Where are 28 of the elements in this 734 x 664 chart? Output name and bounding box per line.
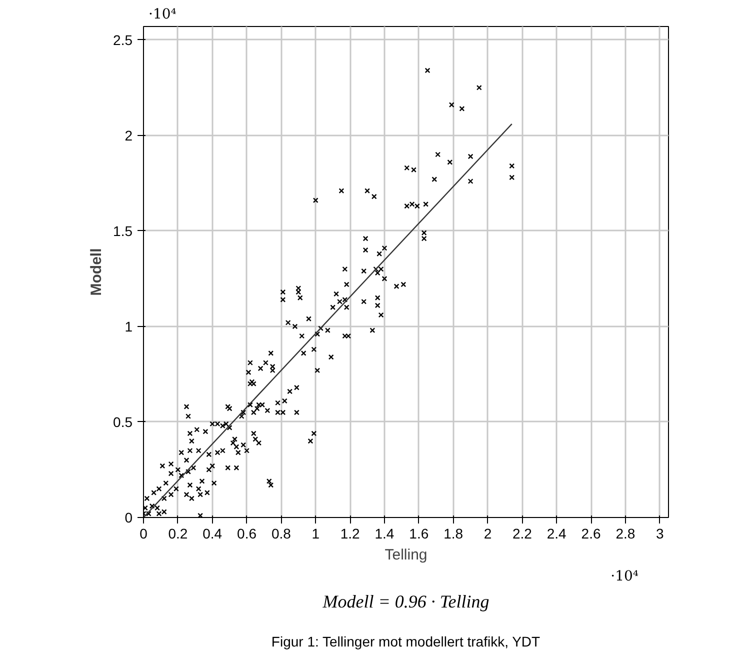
y-axis-title: Modell — [88, 248, 106, 296]
y-tick-label: 0.5 — [113, 414, 133, 430]
y-tick-label: 2.5 — [113, 32, 133, 48]
text: Modell = 0.96 · Telling — [322, 592, 490, 612]
x-tick-label: 1.4 — [374, 526, 394, 542]
y-tick-label: 1 — [124, 318, 133, 334]
x-tick-label: 0.2 — [168, 526, 188, 542]
x-tick-label: 2.2 — [512, 526, 532, 542]
x-tick-label: 0.6 — [237, 526, 257, 542]
text: Figur 1: Tellinger mot modellert trafikk, YDT — [271, 634, 541, 650]
y-tick-label: 1.5 — [113, 222, 133, 239]
y-tick-label: 2 — [124, 127, 133, 144]
text: ·10⁴ — [610, 568, 639, 584]
x-tick-label: 1.6 — [409, 526, 429, 542]
x-tick-label: 2.6 — [581, 526, 601, 542]
y-tick-label: 0 — [124, 510, 133, 526]
x-tick-label: 2.8 — [616, 526, 636, 542]
x-axis-title: Telling — [384, 546, 428, 564]
x-tick-label: 0.8 — [271, 526, 292, 542]
x-tick-label: 2 — [484, 526, 492, 542]
x-tick-label: 2.4 — [546, 526, 567, 542]
x-tick-label: 0 — [140, 526, 148, 542]
x-tick-label: 1.2 — [340, 526, 360, 542]
x-tick-label: 3 — [656, 526, 664, 542]
x-tick-label: 1 — [312, 526, 320, 542]
text: ·10⁴ — [148, 6, 177, 22]
x-tick-label: 1.8 — [444, 526, 464, 542]
x-tick-label: 0.4 — [202, 526, 222, 542]
